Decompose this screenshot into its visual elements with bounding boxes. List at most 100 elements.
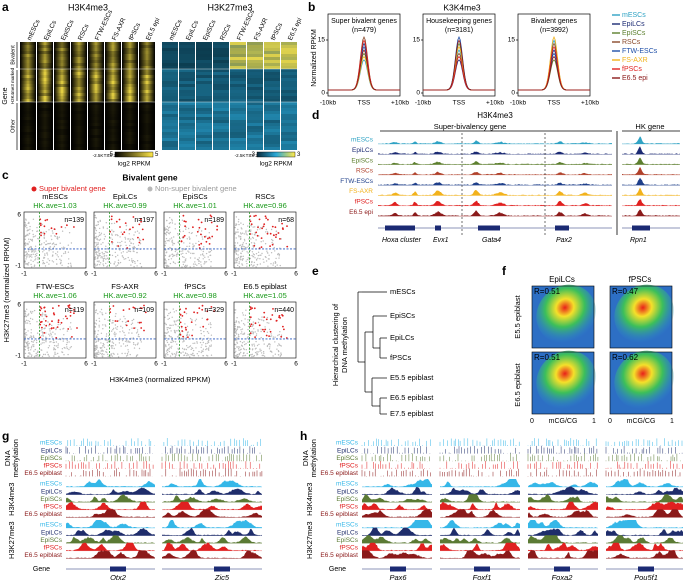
scatter-point [238,261,240,263]
scatter-point [165,252,167,254]
heatmap-cell [213,78,229,81]
scatter-point [239,346,241,348]
scatter-point [262,340,264,342]
scatter-point [170,249,173,252]
scatter-point [119,241,121,244]
heatmap-cell [54,45,70,48]
heatmap-cell [139,126,155,129]
heatmap-cell [20,99,36,102]
scatter-point [33,339,35,342]
scatter-point [114,251,117,254]
scatter-point [252,332,254,334]
heatmap-cell [54,81,70,84]
scatter-point [107,261,109,263]
signal-track [440,502,520,510]
track-label: fPSCs [44,545,63,552]
heatmap-cell [20,87,36,90]
heatmap-cell [20,108,36,111]
scatter-point [123,231,126,234]
scatter-point [73,309,75,311]
scatter-point [41,312,44,314]
signal-track [528,550,598,559]
scatter-point [36,252,38,255]
heatmap-cell [71,81,87,84]
scatter-point [129,244,131,247]
scatter-point [117,356,120,358]
heatmap-cell [196,60,212,63]
scatter-point [277,345,279,347]
scatter-point [122,343,125,345]
scatter-point [255,333,258,335]
scatter-point [182,335,185,338]
scatter-point [267,258,270,260]
heatmap-cell [162,81,178,84]
scatter-point [247,333,249,336]
heatmap-cell [37,93,53,96]
scatter-point [236,339,238,341]
scatter-point [62,340,64,342]
scatter-point [112,319,114,322]
heatmap-cell [37,123,53,126]
heatmap-cell [139,54,155,57]
scatter-point [129,250,132,253]
scatter-point [250,331,252,333]
scatter-point [43,324,45,326]
heatmap-cell [139,96,155,99]
scatter-point [26,255,28,257]
scatter-point [103,233,105,236]
scatter-point [94,256,97,258]
scatter-point [31,318,34,320]
scatter-point [144,311,147,314]
scatter-point [279,247,281,249]
heatmap-cell [281,66,297,69]
scatter-point [239,258,241,260]
scatter-point [24,349,26,351]
profile-line [328,49,400,91]
scatter-point [53,344,56,347]
heatmap-cell [105,78,121,81]
heatmap-cell [162,75,178,78]
scatter-point [234,343,236,346]
heatmap-cell [105,147,121,150]
scatter-point [269,318,272,321]
scatter-point [203,335,205,337]
heatmap-cell [162,90,178,93]
scatter-point [250,323,253,326]
scatter-point [24,352,27,355]
scatter-point [41,331,44,333]
y-tick-label: 15 [508,37,516,44]
scatter-point [124,222,127,225]
heatmap-cell [139,129,155,132]
scatter-point [30,332,32,334]
scatter-point [32,336,35,338]
leaf-label: EpiLCs [390,333,414,342]
scatter-point [26,322,29,324]
signal-track [622,146,680,155]
scatter-point [234,244,236,247]
scatter-point [108,332,110,334]
heatmap-cell [37,105,53,108]
heatmap-cell [230,75,246,78]
heatmap-cell [71,135,87,138]
scatter-point [168,222,170,225]
scatter-point [275,233,278,236]
heatmap-cell [162,105,178,108]
heatmap-cell [54,57,70,60]
heatmap-cell [37,51,53,54]
scatter-point [52,261,55,263]
scatter-point [263,355,266,357]
signal-track [162,520,262,528]
scatter-point [54,333,56,335]
scatter-point [60,321,63,324]
scatter-point [201,344,203,346]
heatmap-cell [196,51,212,54]
heatmap-cell [37,78,53,81]
scatter-point [241,345,244,347]
scatter-point [164,316,166,318]
scatter-point [182,261,184,263]
heatmap-cell [281,135,297,138]
track-label: FS-AXR [349,188,373,195]
scatter-point [205,345,207,348]
scatter-point [34,355,36,357]
scatter-point [184,264,187,267]
